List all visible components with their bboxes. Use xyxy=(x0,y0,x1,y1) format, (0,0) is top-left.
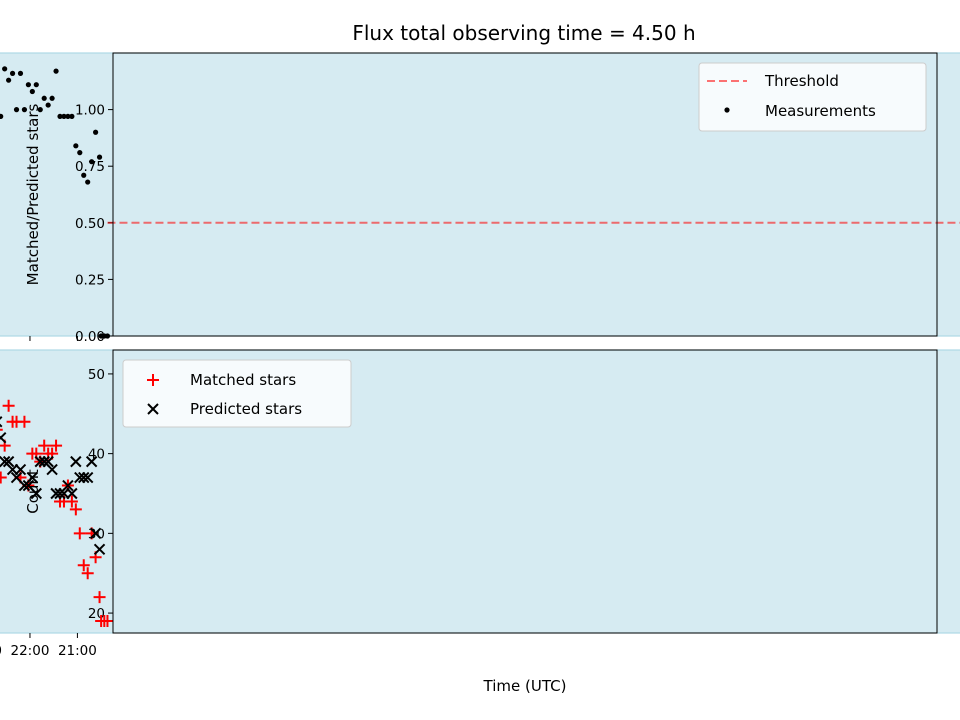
matched-star-point xyxy=(69,503,82,516)
matched-star-point xyxy=(77,559,90,572)
top-legend-box xyxy=(698,62,927,132)
y-axis-label: Matched/Predicted stars xyxy=(24,104,42,286)
measurement-point xyxy=(13,107,20,113)
legend-measurement-swatch xyxy=(724,107,730,113)
measurement-point xyxy=(93,129,99,135)
predicted-star-point xyxy=(54,487,66,500)
x-tick-label: 23:00 xyxy=(0,643,2,659)
top-legend: Threshold Measurements xyxy=(698,62,927,132)
y-axis-label: Count xyxy=(24,469,42,514)
predicted-star-point xyxy=(34,455,46,468)
predicted-star-point xyxy=(2,455,15,468)
measurement-point xyxy=(61,113,67,119)
predicted-star-point xyxy=(74,471,86,484)
x-tick-label: 21:00 xyxy=(58,643,97,659)
bottom-legend: Matched stars Predicted stars xyxy=(122,359,352,428)
measurement-point xyxy=(33,82,39,88)
matched-star-point xyxy=(95,615,108,628)
matched-star-point xyxy=(38,439,51,452)
measurement-point xyxy=(73,143,79,149)
measurement-point xyxy=(29,88,35,95)
y-tick-label: 0.25 xyxy=(75,272,105,288)
measurement-point xyxy=(0,113,4,119)
legend-predicted-swatch xyxy=(147,403,159,415)
matched-star-point xyxy=(2,399,15,412)
measurement-point xyxy=(6,77,12,83)
legend-measurement-label: Measurements xyxy=(765,102,876,120)
predicted-star-point xyxy=(0,431,7,444)
y-tick-label: 0.75 xyxy=(75,159,105,175)
measurement-point xyxy=(25,82,31,88)
measurement-point xyxy=(81,172,87,178)
y-tick-label: 0.00 xyxy=(75,329,105,345)
bottom-legend-box xyxy=(122,359,352,428)
predicted-star-point xyxy=(70,455,82,468)
measurement-point xyxy=(41,95,47,101)
measurement-point xyxy=(9,70,16,76)
predicted-star-point xyxy=(38,455,50,468)
measurement-point xyxy=(17,70,24,76)
y-tick-label: 0.50 xyxy=(75,216,105,232)
matched-star-point xyxy=(81,567,94,580)
predicted-star-point xyxy=(10,471,23,484)
measurement-point xyxy=(98,333,104,339)
measurement-point xyxy=(45,102,51,108)
x-tick-label: 22:00 xyxy=(11,643,50,659)
predicted-star-point xyxy=(93,543,106,556)
figure-title: Flux total observing time = 4.50 h xyxy=(352,21,695,45)
matched-star-point xyxy=(26,447,39,460)
measurement-point xyxy=(53,68,59,74)
predicted-star-point xyxy=(22,479,35,492)
measurement-point xyxy=(37,107,43,113)
measurement-point xyxy=(96,154,103,160)
measurement-point xyxy=(77,150,83,156)
y-tick-label: 20 xyxy=(88,606,105,622)
predicted-star-point xyxy=(89,527,102,540)
measurement-point xyxy=(69,113,75,119)
measurement-point xyxy=(89,159,95,165)
legend-matched-swatch xyxy=(147,374,159,386)
matched-star-point xyxy=(93,591,106,604)
x-axis-label: Time (UTC) xyxy=(483,677,567,695)
matched-star-point xyxy=(0,471,7,484)
y-tick-label: 1.00 xyxy=(75,103,105,119)
axes-frame xyxy=(112,349,938,634)
measurement-point xyxy=(49,95,55,101)
matched-star-point xyxy=(6,415,19,428)
axes-frame xyxy=(112,52,938,337)
predicted-star-point xyxy=(0,455,11,468)
measurement-point xyxy=(85,179,91,185)
predicted-star-point xyxy=(0,416,3,428)
predicted-star-point xyxy=(85,455,98,468)
matched-star-point xyxy=(0,428,3,431)
measurement-point xyxy=(57,113,63,119)
measurement-point xyxy=(65,113,71,119)
legend-matched-label: Matched stars xyxy=(190,371,296,389)
matched-star-point xyxy=(73,527,86,540)
legend-threshold-label: Threshold xyxy=(764,72,839,90)
measurement-point xyxy=(2,66,8,72)
predicted-star-point xyxy=(50,487,62,500)
y-tick-label: 40 xyxy=(88,447,105,463)
y-tick-label: 50 xyxy=(88,367,105,383)
measurement-point xyxy=(21,107,28,113)
legend-predicted-label: Predicted stars xyxy=(190,400,302,418)
matched-star-point xyxy=(50,439,63,452)
predicted-star-point xyxy=(78,471,90,484)
